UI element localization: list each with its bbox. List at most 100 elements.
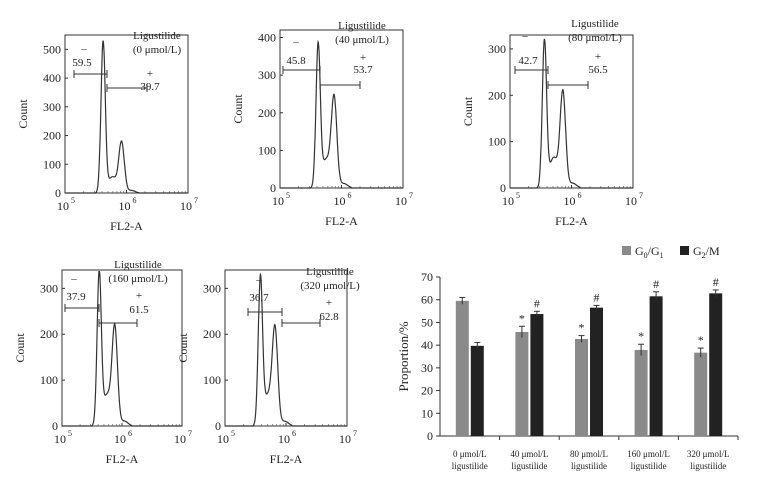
bar-legend: G0/G1 G2/M bbox=[622, 244, 720, 260]
panel-title: Ligustilide bbox=[114, 259, 162, 271]
significance-marker: # bbox=[713, 275, 719, 289]
y-tick-label: 100 bbox=[43, 157, 61, 171]
x-tick-label: 10 bbox=[174, 432, 186, 446]
x-tick-exponent: 7 bbox=[188, 429, 192, 438]
bar-G2/M bbox=[530, 314, 544, 436]
category-label: 80 μmol/L bbox=[570, 449, 608, 459]
category-label: 160 μmol/L bbox=[627, 449, 670, 459]
significance-marker: * bbox=[698, 333, 704, 347]
y-tick-label: 0 bbox=[270, 181, 276, 195]
gate-minus-value: 37.9 bbox=[66, 291, 86, 303]
category-label: ligustilide bbox=[690, 461, 726, 471]
x-tick-label: 10 bbox=[339, 432, 351, 446]
significance-marker: # bbox=[653, 277, 659, 291]
x-tick-exponent: 5 bbox=[286, 191, 290, 200]
x-tick-exponent: 5 bbox=[68, 429, 72, 438]
gate-minus-sign: – bbox=[521, 30, 528, 42]
category-label: ligustilide bbox=[631, 461, 667, 471]
gate-minus-value: 42.7 bbox=[518, 55, 538, 67]
bar-y-tick-label: 40 bbox=[421, 338, 433, 352]
x-tick-exponent: 5 bbox=[71, 196, 75, 205]
histogram-curve bbox=[225, 272, 347, 427]
bar-G2/M bbox=[590, 307, 603, 436]
histogram-curve bbox=[62, 271, 182, 427]
bar-G2/M bbox=[470, 345, 484, 436]
category-label: ligustilide bbox=[571, 461, 607, 471]
panel-concentration: (0 μmol/L) bbox=[133, 44, 182, 56]
bar-y-tick-label: 60 bbox=[421, 293, 433, 307]
panel-concentration: (40 μmol/L) bbox=[335, 34, 389, 46]
gate-plus-value: 61.5 bbox=[129, 304, 149, 316]
y-axis-label: Count bbox=[231, 94, 245, 124]
significance-marker: * bbox=[579, 321, 585, 335]
bar-G0/G1 bbox=[575, 339, 588, 436]
y-tick-label: 200 bbox=[43, 129, 61, 143]
bar-y-tick-label: 0 bbox=[427, 429, 433, 443]
bar-y-tick-label: 70 bbox=[421, 270, 433, 284]
x-tick-label: 10 bbox=[54, 432, 66, 446]
y-tick-label: 300 bbox=[488, 42, 506, 56]
histogram-curve bbox=[65, 40, 188, 194]
x-tick-exponent: 7 bbox=[353, 429, 357, 438]
x-tick-exponent: 6 bbox=[292, 429, 296, 438]
y-tick-label: 200 bbox=[40, 327, 58, 341]
gate-plus-value: 39.7 bbox=[140, 81, 160, 93]
x-tick-label: 10 bbox=[564, 194, 576, 208]
y-tick-label: 300 bbox=[43, 100, 61, 114]
gate-plus-value: 53.7 bbox=[353, 64, 373, 76]
x-axis-label: FL2-A bbox=[555, 214, 588, 228]
bar-G2/M bbox=[709, 293, 723, 436]
y-tick-label: 200 bbox=[203, 327, 221, 341]
gate-minus-sign: – bbox=[80, 43, 87, 55]
y-tick-label: 0 bbox=[500, 181, 506, 195]
panel-concentration: (80 μmol/L) bbox=[568, 32, 622, 44]
histogram-curve bbox=[280, 39, 403, 189]
bar-G0/G1 bbox=[694, 352, 708, 436]
x-axis-label: FL2-A bbox=[325, 214, 358, 228]
panel-title: Ligustilide bbox=[571, 18, 619, 30]
category-label: ligustilide bbox=[452, 461, 488, 471]
legend-swatch bbox=[680, 246, 689, 255]
gate-minus-value: 36.7 bbox=[249, 292, 269, 304]
x-axis-label: FL2-A bbox=[106, 452, 139, 466]
x-tick-exponent: 7 bbox=[194, 196, 198, 205]
histogram-curve bbox=[510, 38, 633, 189]
gate-minus-sign: – bbox=[292, 36, 299, 48]
y-tick-label: 100 bbox=[488, 135, 506, 149]
x-tick-label: 10 bbox=[217, 432, 229, 446]
panel-title: Ligustilide bbox=[338, 20, 386, 32]
gate-minus-value: 45.8 bbox=[286, 55, 306, 67]
y-tick-label: 300 bbox=[203, 281, 221, 295]
y-tick-label: 500 bbox=[43, 42, 61, 56]
x-tick-label: 10 bbox=[272, 194, 284, 208]
gate-plus-sign: + bbox=[595, 51, 601, 63]
histogram-frame bbox=[224, 269, 348, 427]
x-tick-label: 10 bbox=[57, 199, 69, 213]
x-tick-exponent: 7 bbox=[409, 191, 413, 200]
bar-G0/G1 bbox=[455, 300, 469, 436]
legend-swatch bbox=[622, 246, 631, 255]
gate-plus-sign: + bbox=[360, 52, 366, 64]
legend-label: G0/G1 bbox=[635, 244, 664, 260]
x-tick-label: 10 bbox=[114, 432, 126, 446]
x-tick-exponent: 6 bbox=[133, 196, 137, 205]
y-tick-label: 0 bbox=[215, 419, 221, 433]
x-tick-exponent: 6 bbox=[128, 429, 132, 438]
category-label: ligustilide bbox=[511, 461, 547, 471]
significance-marker: * bbox=[638, 329, 644, 343]
x-tick-label: 10 bbox=[180, 199, 192, 213]
gate-minus-value: 59.5 bbox=[72, 57, 92, 69]
bar-y-tick-label: 20 bbox=[421, 384, 433, 398]
y-tick-label: 300 bbox=[258, 68, 276, 82]
legend-label: G2/M bbox=[693, 244, 720, 260]
bar-y-tick-label: 10 bbox=[421, 406, 433, 420]
y-axis-label: Count bbox=[16, 99, 30, 129]
significance-marker: # bbox=[534, 296, 540, 310]
y-axis-label: Count bbox=[176, 333, 190, 363]
x-tick-label: 10 bbox=[278, 432, 290, 446]
